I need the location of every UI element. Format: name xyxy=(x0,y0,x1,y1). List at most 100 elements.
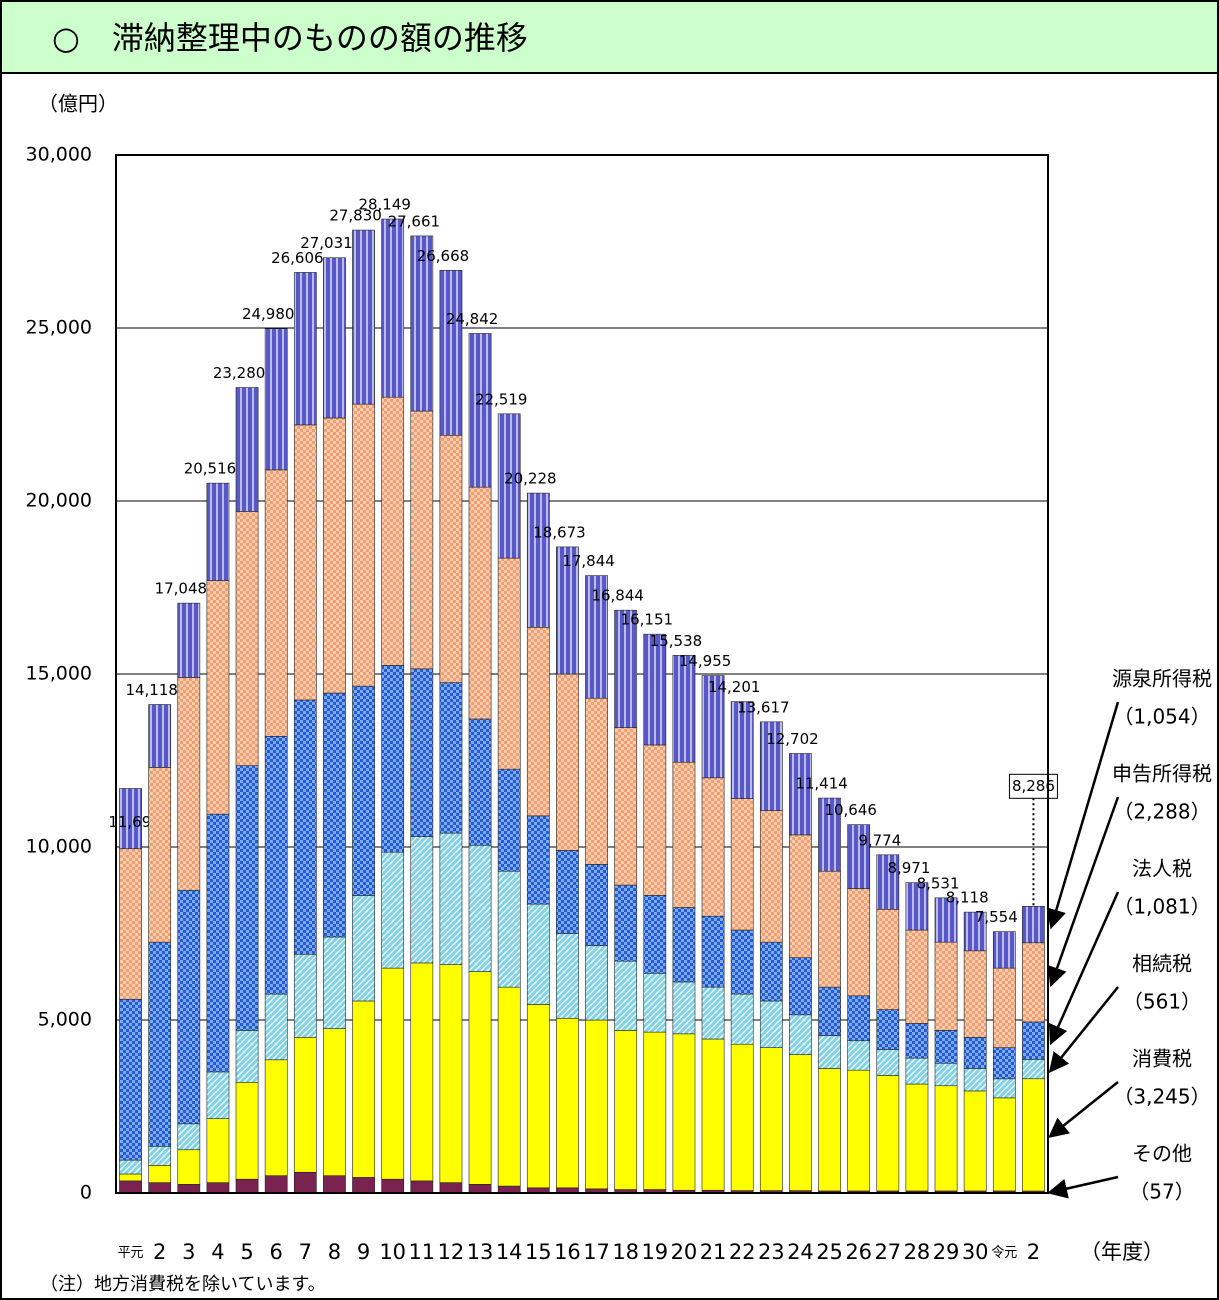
y-tick-label: 0 xyxy=(80,1182,92,1204)
total-label: 16,151 xyxy=(621,611,674,629)
plot-border xyxy=(115,154,1049,1194)
x-tick-label: 20 xyxy=(671,1240,698,1264)
bar-segment xyxy=(614,960,638,1031)
bar-segment xyxy=(905,929,929,1024)
y-tick-label: 20,000 xyxy=(26,490,92,512)
total-label: 8,118 xyxy=(946,889,989,907)
bar-segment xyxy=(439,434,463,683)
bar-segment xyxy=(847,888,871,997)
bar-segment xyxy=(672,655,696,763)
bar-segment xyxy=(643,744,667,896)
x-tick-label: 18 xyxy=(612,1240,639,1264)
x-tick-label: 7 xyxy=(299,1240,312,1264)
total-label: 22,519 xyxy=(475,390,528,408)
bar-segment xyxy=(148,1182,172,1194)
bar-segment xyxy=(323,1175,346,1194)
bar-segment xyxy=(264,328,288,471)
bar-segment xyxy=(789,1054,812,1191)
bar-segment xyxy=(497,768,521,872)
total-label: 14,118 xyxy=(125,681,178,699)
bar-segment xyxy=(439,832,463,965)
bar-segment xyxy=(439,964,463,1183)
bar-segment xyxy=(643,633,667,746)
bar-segment xyxy=(235,511,259,766)
x-tick-label: 2 xyxy=(153,1240,166,1264)
x-tick-label: 26 xyxy=(845,1240,872,1264)
bar-segment xyxy=(323,692,346,938)
bar-segment xyxy=(701,777,725,917)
bar-segment xyxy=(876,1049,900,1076)
annotation-arrow xyxy=(1048,891,1120,1046)
bar-segment xyxy=(497,1185,521,1194)
bar-segment xyxy=(759,1047,783,1191)
bar-segment xyxy=(148,704,172,768)
total-label: 26,668 xyxy=(417,247,470,265)
bar-segment xyxy=(264,993,288,1061)
bar-segment xyxy=(818,1035,841,1069)
bar-segment xyxy=(992,967,1016,1048)
bar-segment xyxy=(672,981,696,1035)
bar-segment xyxy=(177,602,201,678)
bar-segment xyxy=(497,986,521,1187)
bar-segment xyxy=(148,1165,172,1183)
bar-segment xyxy=(381,967,405,1180)
total-label: 8,286 xyxy=(1012,777,1055,795)
bar-segment xyxy=(556,673,579,851)
bar-segment xyxy=(293,424,317,701)
y-tick-label: 30,000 xyxy=(26,144,92,166)
total-label: 23,280 xyxy=(213,364,266,382)
bar-segment xyxy=(847,824,871,889)
bar-segment xyxy=(177,677,201,891)
bar-segment xyxy=(293,953,317,1038)
x-tick-label: 29 xyxy=(933,1240,960,1264)
bar-segment xyxy=(177,1149,201,1185)
bar-segment xyxy=(905,1057,929,1085)
note: （注）地方消費税を除いています。 xyxy=(40,1274,326,1295)
bar-segment xyxy=(876,1009,900,1050)
bar-segment xyxy=(293,272,317,426)
bar-segment xyxy=(235,1178,259,1194)
total-label: 14,955 xyxy=(679,652,732,670)
total-label: 27,661 xyxy=(388,212,441,230)
bar-segment xyxy=(468,971,492,1185)
bar-segment xyxy=(264,469,288,737)
total-label: 20,228 xyxy=(504,470,557,488)
bar-segment xyxy=(293,1037,317,1173)
x-tick-label: 10 xyxy=(379,1240,406,1264)
bar-segment xyxy=(818,986,841,1036)
bar-segment xyxy=(352,229,375,405)
x-tick-label: 19 xyxy=(641,1240,668,1264)
bar-segment xyxy=(381,1178,405,1194)
bar-segment xyxy=(585,575,608,699)
bar-segment xyxy=(672,1033,696,1191)
bar-segment xyxy=(730,1043,754,1191)
bar-segment xyxy=(701,1038,725,1191)
total-label: 11,691 xyxy=(108,813,161,831)
bar-segment xyxy=(643,895,667,974)
bar-segment xyxy=(759,941,783,1002)
series-annotation: （57） xyxy=(1129,1180,1194,1204)
bar-segment xyxy=(439,682,463,834)
bar-segment xyxy=(206,1071,230,1119)
bar-segment xyxy=(730,993,754,1045)
bar-segment xyxy=(410,836,434,964)
x-tick-label: 27 xyxy=(874,1240,901,1264)
bar-segment xyxy=(235,1030,259,1083)
total-label: 28,149 xyxy=(358,196,411,214)
series-label: 申告所得税 xyxy=(1112,762,1212,786)
bar-segment xyxy=(264,1175,288,1194)
header xyxy=(0,0,1219,74)
bar-segment xyxy=(876,908,900,1010)
bar-segment xyxy=(992,931,1016,969)
bar-segment xyxy=(1022,1059,1045,1080)
bar-segment xyxy=(468,486,492,720)
bar-segment xyxy=(556,1017,579,1189)
bar-segment xyxy=(526,903,550,1005)
bar-segment xyxy=(730,929,754,995)
bar-segment xyxy=(556,933,579,1019)
bar-segment xyxy=(468,844,492,972)
bar-segment xyxy=(526,1004,550,1189)
total-label: 11,414 xyxy=(795,775,848,793)
bar-segment xyxy=(352,403,375,687)
